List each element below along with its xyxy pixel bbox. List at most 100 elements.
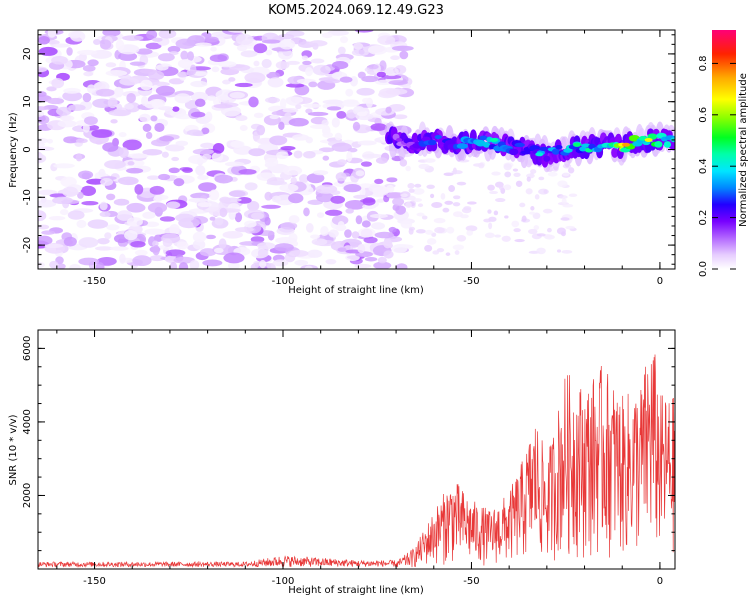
- spectrogram-cell: [75, 153, 83, 162]
- spectrogram-cell: [234, 212, 243, 223]
- spectrogram-cell: [204, 36, 219, 43]
- spectrogram-cell: [218, 61, 237, 68]
- spectrogram-cell: [568, 193, 578, 197]
- spectrogram-cell: [456, 181, 467, 186]
- spectrogram-cell: [305, 108, 313, 114]
- spectrogram-cell: [561, 198, 567, 204]
- spectrogram-cell: [573, 142, 581, 147]
- spectrogram-cell: [49, 193, 68, 198]
- spectrogram-cell: [418, 163, 430, 170]
- spectrogram-cell: [385, 88, 408, 95]
- spectrogram-cell: [247, 200, 260, 212]
- spectrogram-cell: [193, 71, 208, 77]
- spectrogram-cell: [228, 30, 250, 33]
- spectrogram-cell: [426, 238, 437, 245]
- spectrogram-cell: [169, 261, 178, 269]
- spectrogram-cell: [377, 256, 387, 264]
- spectrogram-cell: [336, 111, 347, 119]
- spectrogram-cell: [84, 116, 98, 125]
- spectrogram-cell: [261, 204, 281, 209]
- spectrogram-cell: [322, 131, 334, 138]
- spectrogram-cell: [126, 92, 136, 103]
- spectrogram-cell: [38, 46, 58, 56]
- spectrogram-cell: [345, 254, 360, 262]
- spectrogram-cell: [256, 124, 266, 136]
- spectrogram-cell: [567, 167, 575, 174]
- spectrogram-cell: [415, 229, 426, 234]
- spectrogram-cell: [68, 104, 86, 112]
- spectrogram-cell: [275, 61, 290, 70]
- spectrogram-cell: [261, 58, 272, 69]
- spectrogram-cell: [169, 224, 180, 235]
- spectrogram-cell: [46, 97, 65, 105]
- spectrogram-cell: [288, 232, 298, 243]
- spectrogram-cell: [174, 113, 193, 120]
- spectrogram-cell: [451, 170, 463, 175]
- spectrogram-cell: [425, 229, 434, 235]
- spectrogram-cell: [144, 221, 160, 228]
- spectrogram-cell: [211, 66, 220, 73]
- spectrogram-cell: [360, 228, 373, 238]
- spectrogram-cell: [212, 142, 225, 154]
- spectrogram-cell: [234, 226, 254, 233]
- spectrogram-cell: [400, 193, 408, 198]
- spectrogram-cell: [345, 208, 354, 214]
- spectrogram-cell: [56, 106, 72, 116]
- spectrogram-cell: [234, 82, 253, 88]
- spectrogram-cell: [312, 64, 331, 76]
- colorbar-tick-label: 0.0: [698, 261, 709, 277]
- spectrogram-cell: [235, 34, 254, 46]
- x-tick-label: -50: [463, 576, 479, 587]
- spectrogram-cell: [309, 124, 329, 130]
- spectrogram-cell: [213, 247, 224, 254]
- spectrogram-cell: [57, 263, 66, 269]
- spectrogram-cell: [206, 95, 217, 101]
- spectrogram-cell: [46, 86, 57, 92]
- spectrogram-cell: [383, 250, 394, 259]
- spectrogram-cell: [161, 151, 169, 158]
- spectrogram-cell: [337, 220, 345, 231]
- spectrogram-cell: [200, 142, 215, 149]
- spectrogram-cell: [197, 175, 209, 180]
- spectrogram-cell: [331, 142, 352, 152]
- spectrogram-cell: [536, 247, 546, 255]
- spectrogram-cell: [267, 77, 284, 88]
- spectrogram-cell: [530, 206, 535, 211]
- spectrogram-cell: [195, 165, 206, 176]
- spectrogram-cell: [87, 219, 109, 229]
- spectrogram-cell: [370, 123, 387, 131]
- spectrogram-cell: [487, 184, 495, 191]
- spectrogram-cell: [107, 97, 118, 109]
- spectrogram-cell: [487, 209, 492, 214]
- spectrogram-cell: [57, 120, 77, 128]
- spectrogram-cell: [122, 139, 142, 151]
- spectrogram-cell: [264, 157, 279, 167]
- spectrogram-cell: [171, 156, 180, 162]
- spectrogram-cell: [386, 177, 398, 183]
- spectrogram-cell: [466, 230, 474, 236]
- spectrogram-cell: [177, 71, 189, 78]
- spectrogram-cell: [402, 83, 411, 90]
- spectrogram-cell: [52, 196, 73, 205]
- spectrogram-cell: [80, 185, 97, 196]
- spectrogram-cell: [253, 43, 268, 54]
- spectrogram-cell: [503, 163, 512, 171]
- spectrogram-cell: [547, 227, 552, 233]
- spectrogram-cell: [205, 234, 216, 240]
- spectrogram-cell: [62, 186, 79, 198]
- spectrogram-cell: [307, 111, 329, 117]
- spectrogram-cell: [482, 142, 491, 148]
- spectrogram-cell: [76, 219, 87, 229]
- spectrogram-cell: [558, 195, 568, 199]
- spectrogram-cell: [239, 124, 248, 131]
- spectrogram-cell: [310, 234, 321, 239]
- spectrogram-cell: [280, 98, 287, 109]
- colorbar-tick-label: 0.6: [698, 107, 709, 123]
- colorbar-ticks: 0.0 0.2 0.4 0.6 0.8: [698, 55, 736, 277]
- spectrogram-cell: [483, 218, 492, 223]
- spectrogram-cell: [301, 55, 309, 61]
- spectrogram-cell: [316, 212, 325, 218]
- spectrogram-cell: [76, 49, 98, 56]
- spectrogram-cell: [83, 71, 94, 77]
- spectrogram-cell: [51, 55, 68, 65]
